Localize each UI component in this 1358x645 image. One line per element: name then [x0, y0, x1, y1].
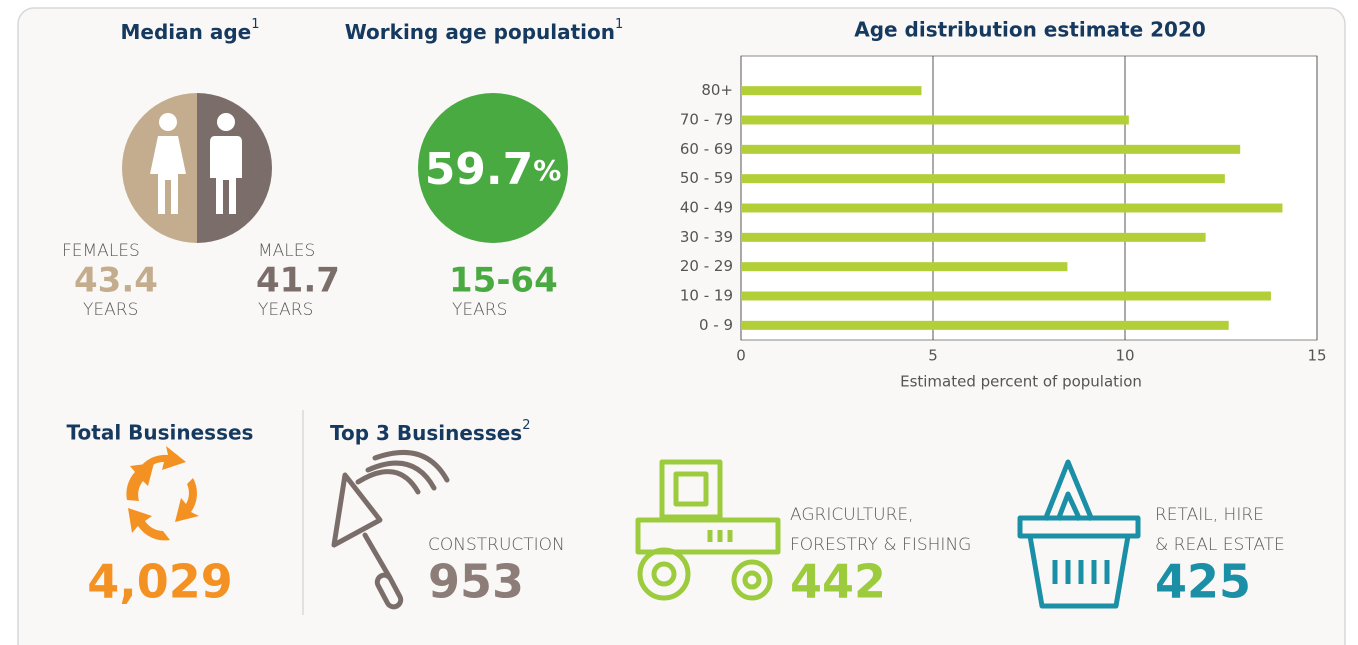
y-tick-label: 80+ — [701, 81, 733, 99]
business-label: AGRICULTURE, — [790, 505, 914, 525]
working-age-circle — [418, 93, 568, 243]
y-tick-label: 10 - 19 — [680, 287, 733, 305]
males-label: MALES — [258, 241, 315, 261]
y-tick-label: 20 - 29 — [680, 257, 733, 275]
working-age-percent: 59.7% — [425, 144, 562, 195]
y-tick-label: 40 - 49 — [680, 199, 733, 217]
y-tick-label: 30 - 39 — [680, 228, 733, 246]
y-tick-label: 60 - 69 — [680, 140, 733, 158]
business-value: 953 — [428, 555, 524, 609]
title-text: Working age population — [345, 20, 615, 44]
y-tick-label: 0 - 9 — [699, 316, 733, 334]
percent-value: 59.7 — [425, 144, 534, 195]
females-value: 43.4 — [74, 261, 158, 301]
bar — [741, 232, 1206, 242]
males-unit: YEARS — [258, 300, 313, 320]
bar — [741, 291, 1271, 301]
total-businesses-title: Total Businesses — [67, 421, 254, 445]
basket-icon — [1017, 459, 1141, 609]
x-tick-label: 10 — [1115, 347, 1134, 365]
bar — [741, 144, 1241, 154]
working-age-title: Working age population1 — [345, 17, 624, 44]
trowel-icon — [331, 449, 450, 610]
tractor-icon — [635, 459, 781, 601]
x-tick-label: 0 — [736, 347, 746, 365]
x-axis-label: Estimated percent of population — [900, 373, 1142, 391]
age-range: 15-64 — [449, 261, 558, 301]
age-range-unit: YEARS — [452, 300, 507, 320]
total-businesses-value: 4,029 — [87, 555, 233, 609]
x-tick-label: 15 — [1307, 347, 1326, 365]
chart-title: Age distribution estimate 2020 — [854, 18, 1206, 42]
recycle-icon — [126, 446, 199, 541]
gender-circle — [122, 93, 272, 243]
y-tick-label: 70 - 79 — [680, 111, 733, 129]
title-text: Median age — [121, 20, 252, 44]
bar — [741, 203, 1283, 213]
y-tick-label: 50 - 59 — [680, 169, 733, 187]
males-value: 41.7 — [256, 261, 340, 301]
business-label: & REAL ESTATE — [1155, 535, 1285, 555]
bar — [741, 115, 1129, 125]
business-label: FORESTRY & FISHING — [790, 535, 971, 555]
bar — [741, 320, 1229, 330]
footnote: 2 — [522, 418, 530, 433]
business-value: 425 — [1155, 555, 1251, 609]
footnote: 1 — [615, 17, 623, 32]
top-businesses-title: Top 3 Businesses2 — [330, 418, 531, 445]
bar-chart: 0 5 10 15 Estimated percent of population 80+… — [680, 55, 1327, 391]
business-label: RETAIL, HIRE — [1155, 505, 1264, 525]
females-unit: YEARS — [83, 300, 138, 320]
percent-sign: % — [533, 154, 561, 187]
title-text: Top 3 Businesses — [330, 421, 522, 445]
bar — [741, 86, 922, 96]
females-label: FEMALES — [62, 241, 140, 261]
bar — [741, 262, 1068, 272]
median-age-title: Median age1 — [121, 17, 260, 44]
business-label: CONSTRUCTION — [428, 535, 565, 555]
business-value: 442 — [790, 555, 886, 609]
x-tick-label: 5 — [928, 347, 938, 365]
bar — [741, 174, 1225, 184]
footnote: 1 — [251, 17, 259, 32]
